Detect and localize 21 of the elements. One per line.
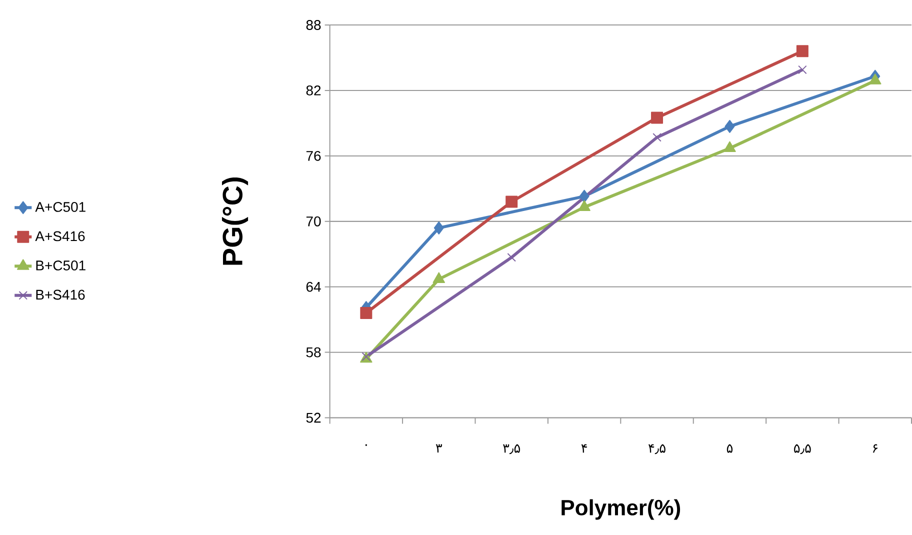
legend-label: A+S416 [35, 231, 85, 242]
legend-label: A+C501 [35, 202, 86, 212]
x-axis-title: Polymer(%) [562, 499, 680, 520]
x-tick-label: ۳٫۵ [502, 444, 520, 454]
x-tick-label: ۵ [726, 444, 733, 453]
y-tick-label: 76 [306, 151, 321, 162]
legend-label: B+S416 [36, 290, 85, 300]
y-tick-label: 88 [306, 20, 321, 30]
y-tick-label: 52 [306, 412, 321, 423]
x-tick-label: ۴٫۵ [648, 444, 666, 454]
x-tick-label: ۰ [365, 444, 367, 446]
x-tick-label: ۶ [872, 444, 878, 453]
x-tick-label: ۳ [436, 444, 442, 453]
x-tick-label: ۵٫۵ [794, 444, 811, 454]
y-tick-label: 64 [306, 282, 321, 292]
y-tick-label: 58 [306, 347, 321, 358]
y-tick-label: 82 [306, 86, 321, 96]
y-tick-label: 70 [306, 216, 321, 226]
x-tick-label: ۴ [581, 444, 587, 453]
legend-label: B+C501 [36, 260, 86, 271]
y-axis-title: PG(°C) [222, 178, 248, 265]
